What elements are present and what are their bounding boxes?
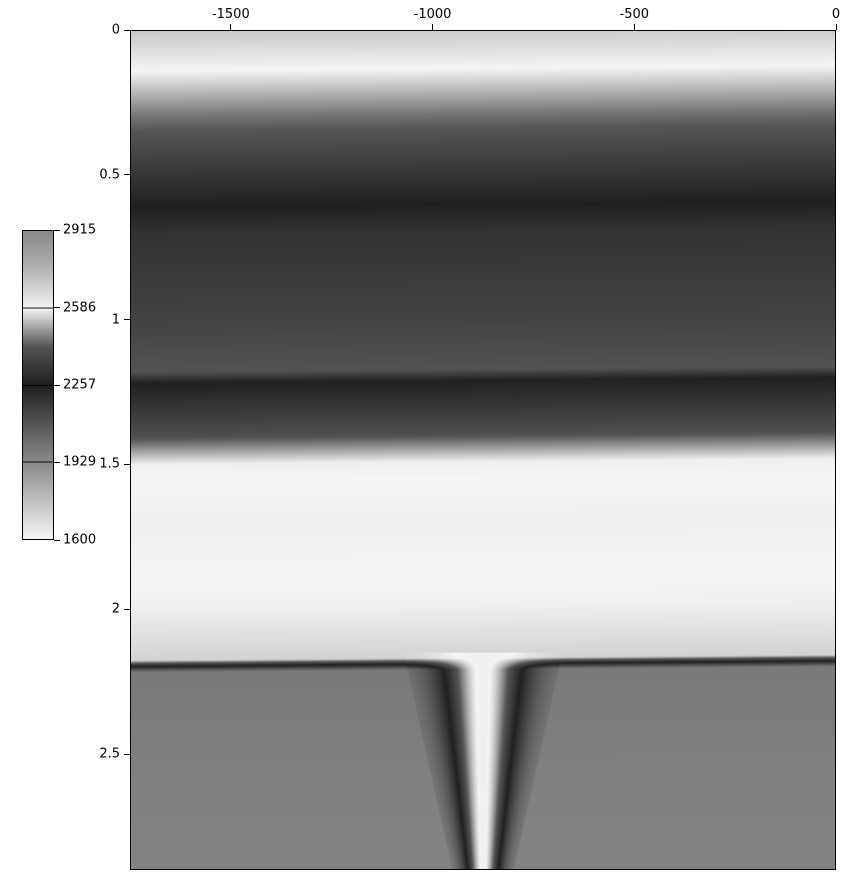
figure: -1500 -1000 -500 0 0 0.5 1 1.5 2 2.5 2915 2586 225… [0, 0, 853, 888]
heatmap-canvas [131, 31, 835, 869]
x-tick-label: -500 [620, 8, 650, 21]
x-tick-label: 0 [832, 8, 840, 21]
y-tick-mark [124, 30, 130, 31]
y-tick-label: 1 [112, 313, 120, 326]
y-tick-mark [124, 464, 130, 465]
x-tick-mark [634, 24, 635, 30]
y-tick-label: 2.5 [99, 748, 120, 761]
x-tick-mark [432, 24, 433, 30]
colorbar-canvas [23, 231, 53, 539]
y-tick-label: 2 [112, 603, 120, 616]
colorbar-tick-mark [54, 307, 60, 308]
x-tick-mark [230, 24, 231, 30]
colorbar-tick-label: 2586 [63, 301, 96, 314]
colorbar-tick-label: 1929 [63, 456, 96, 469]
colorbar-tick-mark [54, 385, 60, 386]
heatmap-plot [130, 30, 836, 870]
y-tick-label: 0 [112, 24, 120, 37]
colorbar [22, 230, 54, 540]
colorbar-tick-mark [54, 230, 60, 231]
y-tick-mark [124, 609, 130, 610]
y-tick-mark [124, 319, 130, 320]
colorbar-tick-mark [54, 462, 60, 463]
x-tick-mark [836, 24, 837, 30]
x-tick-label: -1500 [212, 8, 250, 21]
colorbar-tick-label: 1600 [63, 534, 96, 547]
x-tick-label: -1000 [414, 8, 452, 21]
y-tick-mark [124, 174, 130, 175]
colorbar-tick-label: 2915 [63, 224, 96, 237]
y-tick-label: 0.5 [99, 168, 120, 181]
colorbar-tick-mark [54, 540, 60, 541]
colorbar-tick-label: 2257 [63, 379, 96, 392]
y-tick-mark [124, 754, 130, 755]
y-tick-label: 1.5 [99, 458, 120, 471]
